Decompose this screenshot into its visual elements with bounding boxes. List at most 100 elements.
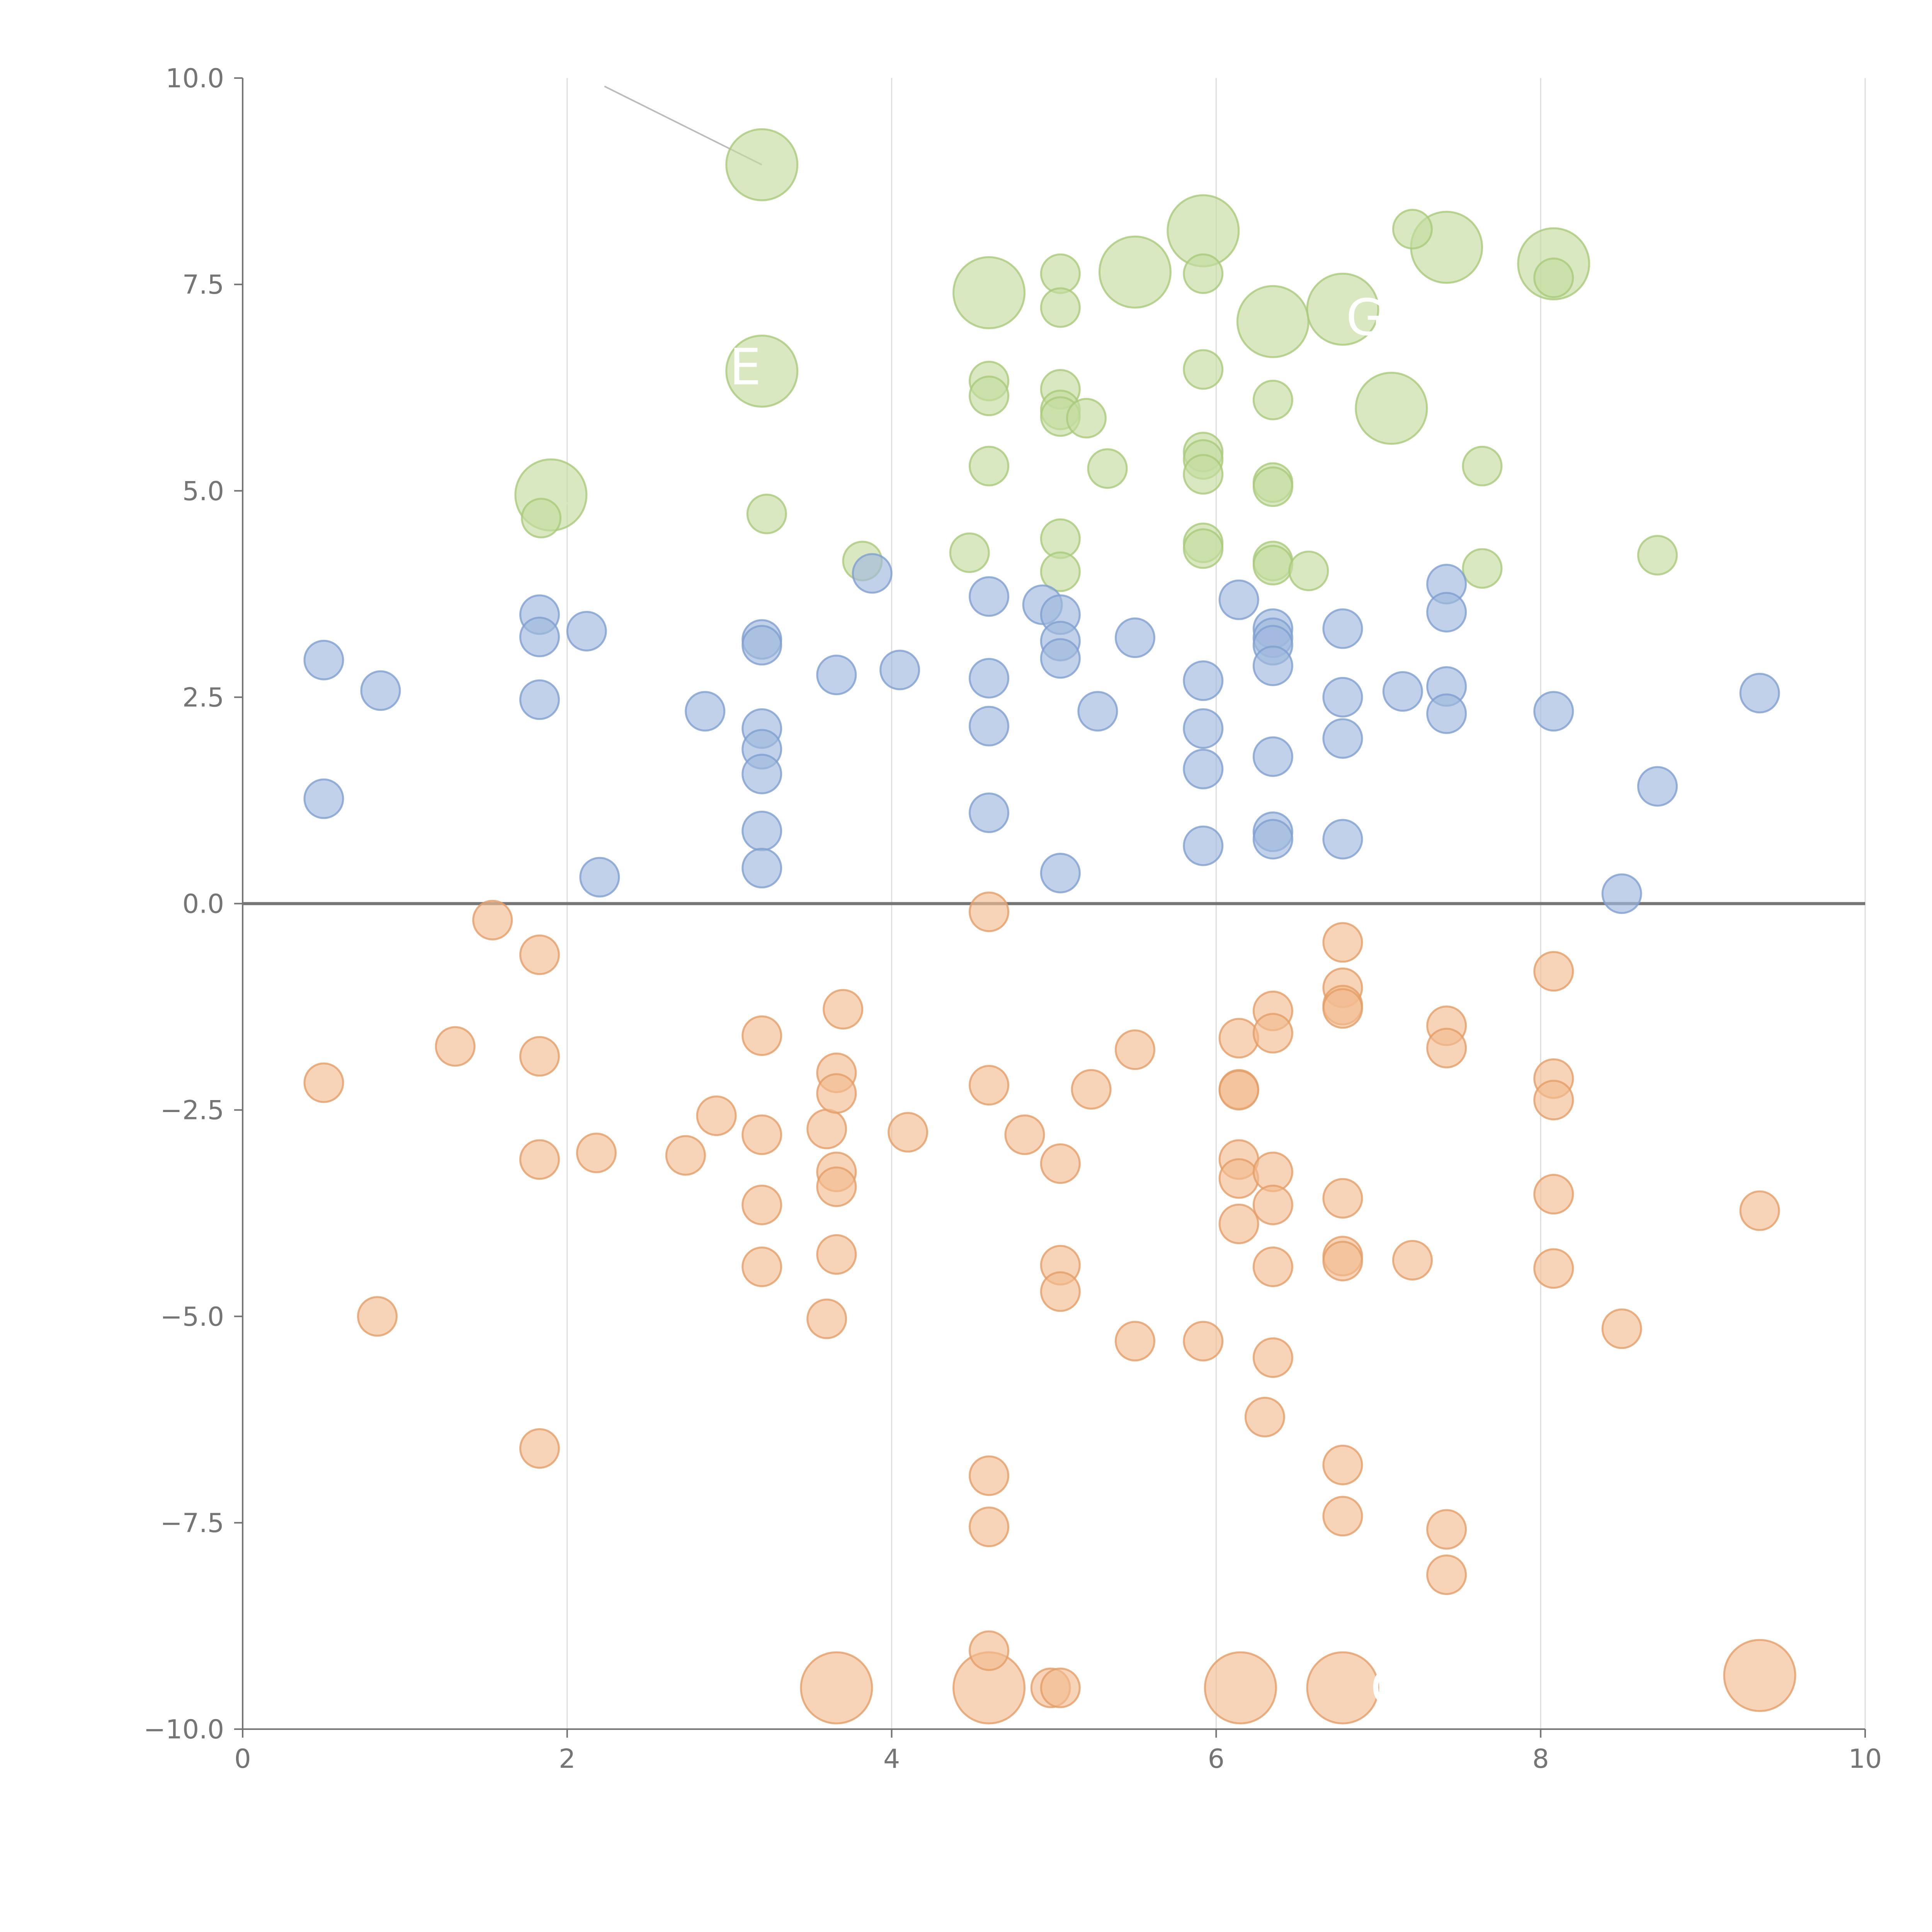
positive-low-point	[1322, 718, 1363, 759]
negative-point	[816, 1073, 857, 1114]
positive-low-point	[852, 553, 893, 594]
positive-low-point	[742, 848, 782, 889]
y-tick-label: −5.0	[160, 1302, 224, 1332]
negative-point	[576, 1133, 617, 1173]
negative-point	[1040, 1271, 1081, 1312]
negative-point	[1322, 1178, 1363, 1219]
positive-low-point	[1322, 608, 1363, 649]
negative-point	[806, 1298, 847, 1339]
annotation-gh: GH	[1346, 288, 1423, 347]
negative-point	[1739, 1190, 1780, 1231]
negative-point	[1426, 1027, 1467, 1068]
positive-low-point	[1218, 579, 1259, 620]
positive-high-point	[1087, 448, 1128, 489]
positive-low-point	[1040, 638, 1081, 679]
x-tick-label: 2	[559, 1744, 575, 1774]
negative-point	[816, 1234, 857, 1275]
y-tick-label: −10.0	[144, 1714, 224, 1745]
positive-low-point	[969, 576, 1010, 617]
positive-high-point	[521, 498, 562, 539]
negative-point	[1601, 1308, 1642, 1349]
positive-high-point	[969, 376, 1010, 417]
positive-high-point	[1040, 287, 1081, 328]
positive-high-point	[1236, 285, 1310, 358]
y-tick-label: 2.5	[182, 682, 224, 713]
negative-point	[1322, 988, 1363, 1029]
positive-low-point	[303, 778, 344, 819]
tick-marks	[234, 77, 1866, 1738]
negative-point	[1071, 1069, 1112, 1110]
negative-point	[519, 1428, 560, 1469]
positive-high-point	[1040, 551, 1081, 592]
negative-point	[1723, 1639, 1796, 1712]
y-tick-label: 10.0	[166, 63, 224, 94]
negative-point	[1322, 922, 1363, 963]
negative-point	[435, 1026, 476, 1067]
positive-low-point	[685, 691, 726, 732]
negative-point	[888, 1112, 929, 1153]
positive-high-point	[1183, 528, 1224, 569]
negative-point	[303, 1062, 344, 1103]
positive-low-point	[1183, 748, 1224, 789]
negative-point	[1183, 1321, 1224, 1362]
negative-point	[969, 1065, 1010, 1106]
positive-high-point	[1252, 379, 1293, 420]
positive-low-point	[303, 639, 344, 680]
positive-high-point	[1355, 372, 1428, 445]
y-tick-label: 7.5	[182, 270, 224, 300]
positive-low-point	[1252, 819, 1293, 860]
negative-point	[1244, 1396, 1285, 1437]
positive-high-point	[1066, 398, 1107, 439]
negative-point	[823, 989, 864, 1030]
x-tick-label: 8	[1532, 1744, 1549, 1774]
positive-low-point	[566, 611, 607, 651]
negative-point	[742, 1015, 782, 1056]
negative-point	[1040, 1143, 1081, 1184]
negative-point	[1252, 1247, 1293, 1287]
negative-point	[1218, 1018, 1259, 1059]
positive-low-point	[1426, 592, 1467, 633]
positive-high-point	[1637, 535, 1678, 576]
negative-point	[472, 900, 513, 940]
annotations: GH E C	[730, 288, 1423, 1718]
positive-high-point	[1183, 349, 1224, 390]
positive-low-point	[1183, 660, 1224, 701]
negative-point	[1426, 1554, 1467, 1595]
negative-point	[816, 1166, 857, 1207]
negative-point	[1533, 1174, 1574, 1215]
x-tick-label: 4	[883, 1744, 900, 1774]
negative-point	[969, 1455, 1010, 1496]
x-tick-label: 0	[234, 1744, 251, 1774]
negative-point	[1218, 1070, 1259, 1111]
positive-low-point	[1040, 852, 1081, 893]
negative-point	[1533, 1248, 1574, 1289]
positive-low-point	[579, 857, 620, 898]
positive-high-point	[1183, 253, 1224, 294]
negative-point	[969, 891, 1010, 932]
negative-point	[1040, 1667, 1081, 1708]
negative-point	[1114, 1321, 1155, 1362]
tick-labels: 0 2 4 6 8 10 10.0 7.5 5.0 2.5 0.0 −2.5 −5.0 −7.5 −10.0	[144, 63, 1882, 1774]
y-tick-label: −7.5	[160, 1508, 224, 1539]
negative-point	[1426, 1509, 1467, 1550]
annotation-c: C	[1370, 1658, 1405, 1717]
positive-low-point	[742, 753, 782, 794]
positive-high-point	[1183, 454, 1224, 495]
y-tick-label: −2.5	[160, 1095, 224, 1126]
positive-low-point	[742, 810, 782, 851]
annotation-e: E	[730, 338, 761, 396]
positive-low-point	[1252, 736, 1293, 777]
positive-low-point	[1114, 617, 1155, 658]
negative-point	[1218, 1158, 1259, 1199]
negative-point	[806, 1109, 847, 1150]
positive-high-point	[969, 446, 1010, 486]
negative-point	[1252, 1013, 1293, 1054]
negative-point	[357, 1296, 398, 1337]
positive-high-point	[1462, 548, 1503, 589]
negative-point	[1252, 1184, 1293, 1225]
negative-point	[1204, 1651, 1277, 1725]
positive-low-point	[816, 655, 857, 696]
positive-low-point	[519, 679, 560, 720]
negative-point	[742, 1114, 782, 1155]
positive-low-point	[742, 625, 782, 666]
